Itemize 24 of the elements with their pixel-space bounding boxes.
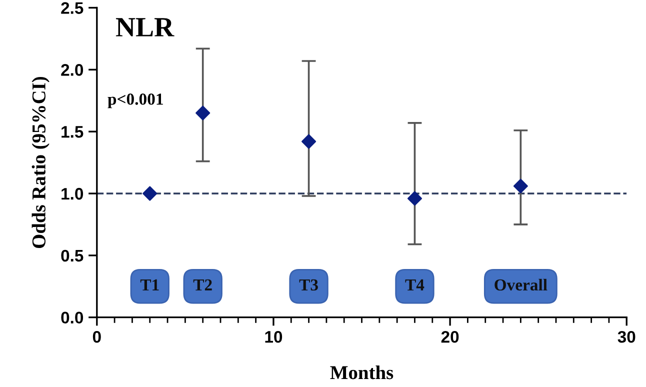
annotation: Overall <box>494 278 548 291</box>
annotation: T2 <box>193 279 212 290</box>
annotation: T3 <box>299 279 318 291</box>
point <box>302 134 316 149</box>
y-tick-label: 1.5 <box>62 126 84 138</box>
point <box>142 186 158 201</box>
y-tick-label: 2.5 <box>61 2 84 14</box>
point <box>407 191 422 206</box>
x-tick-label: 30 <box>618 330 636 343</box>
annotation: T4 <box>405 279 424 290</box>
point <box>196 106 210 120</box>
x-tick-label: 20 <box>441 330 459 343</box>
y-axis-title: Odds Ratio (95%CI) <box>32 76 50 248</box>
y-tick-label: 0.0 <box>61 312 84 324</box>
x-tick-label: 10 <box>265 330 282 343</box>
x-axis-title: Months <box>330 366 394 380</box>
annotation: T1 <box>140 279 159 290</box>
y-tick-label: 0.5 <box>61 250 84 262</box>
point <box>513 178 528 194</box>
x-tick-label: 0 <box>92 330 101 343</box>
chart-title: NLR <box>116 18 174 36</box>
y-tick-label: 2.0 <box>61 64 84 76</box>
y-tick-label: 1.0 <box>62 188 84 200</box>
annotation: p<0.001 <box>108 94 163 108</box>
